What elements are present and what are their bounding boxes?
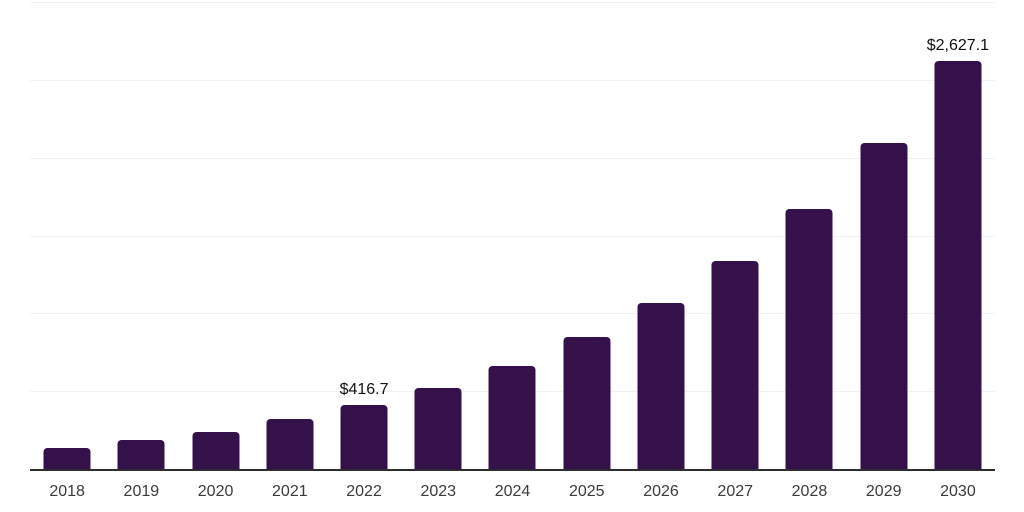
bar-2018 <box>43 447 91 470</box>
data-label-2030: $2,627.1 <box>926 37 990 55</box>
data-label-2022: $416.7 <box>339 381 389 399</box>
x-axis-line <box>30 469 995 471</box>
x-tick-2028: 2028 <box>791 483 828 500</box>
bar-2025 <box>563 336 611 470</box>
x-tick-2027: 2027 <box>717 483 754 500</box>
bar-column-2022: $416.7 <box>327 3 401 470</box>
bar-2022 <box>340 405 388 470</box>
x-tick-2022: 2022 <box>346 483 382 500</box>
x-tick-2018: 2018 <box>49 483 85 500</box>
bar-2023 <box>414 387 462 470</box>
bar-column-2018 <box>30 3 104 470</box>
gridline-3000 <box>30 2 995 3</box>
plot-area: $416.7 $2,627.1 <box>30 2 995 471</box>
x-tick-2029: 2029 <box>865 483 902 500</box>
bar-column-2030: $2,627.1 <box>921 3 995 470</box>
x-tick-2019: 2019 <box>123 483 160 500</box>
x-tick-2030: 2030 <box>940 483 976 500</box>
x-tick-2024: 2024 <box>494 483 531 500</box>
bar-column-2024 <box>475 3 549 470</box>
bar-column-2020 <box>178 3 252 470</box>
x-tick-2026: 2026 <box>643 483 679 500</box>
bar-2028 <box>785 208 833 470</box>
x-tick-2021: 2021 <box>272 483 308 500</box>
gridline-2500 <box>30 79 995 81</box>
bar-column-2029 <box>847 3 921 470</box>
bar-2027 <box>711 261 759 470</box>
bar-column-2028 <box>772 3 846 470</box>
bar-2020 <box>192 432 240 470</box>
gridline-1500 <box>30 235 995 237</box>
gridline-1000 <box>30 313 995 315</box>
x-tick-2025: 2025 <box>568 483 605 500</box>
bar-2021 <box>266 419 314 470</box>
bar-column-2019 <box>104 3 178 470</box>
bar-2026 <box>637 303 685 470</box>
bar-2019 <box>117 439 165 470</box>
x-tick-2020: 2020 <box>197 483 234 500</box>
x-tick-2023: 2023 <box>420 483 457 500</box>
bar-column-2025 <box>550 3 624 470</box>
bar-column-2026 <box>624 3 698 470</box>
x-axis-tick-labels: 2018 2019 2020 2021 2022 2023 2024 2025 2026 2027… <box>30 482 995 502</box>
bar-column-2027 <box>698 3 772 470</box>
bar-2030 <box>934 61 982 470</box>
bar-column-2021 <box>253 3 327 470</box>
bar-2024 <box>488 366 536 470</box>
gridline-2000 <box>30 157 995 159</box>
bar-2029 <box>860 143 908 470</box>
bar-column-2023 <box>401 3 475 470</box>
